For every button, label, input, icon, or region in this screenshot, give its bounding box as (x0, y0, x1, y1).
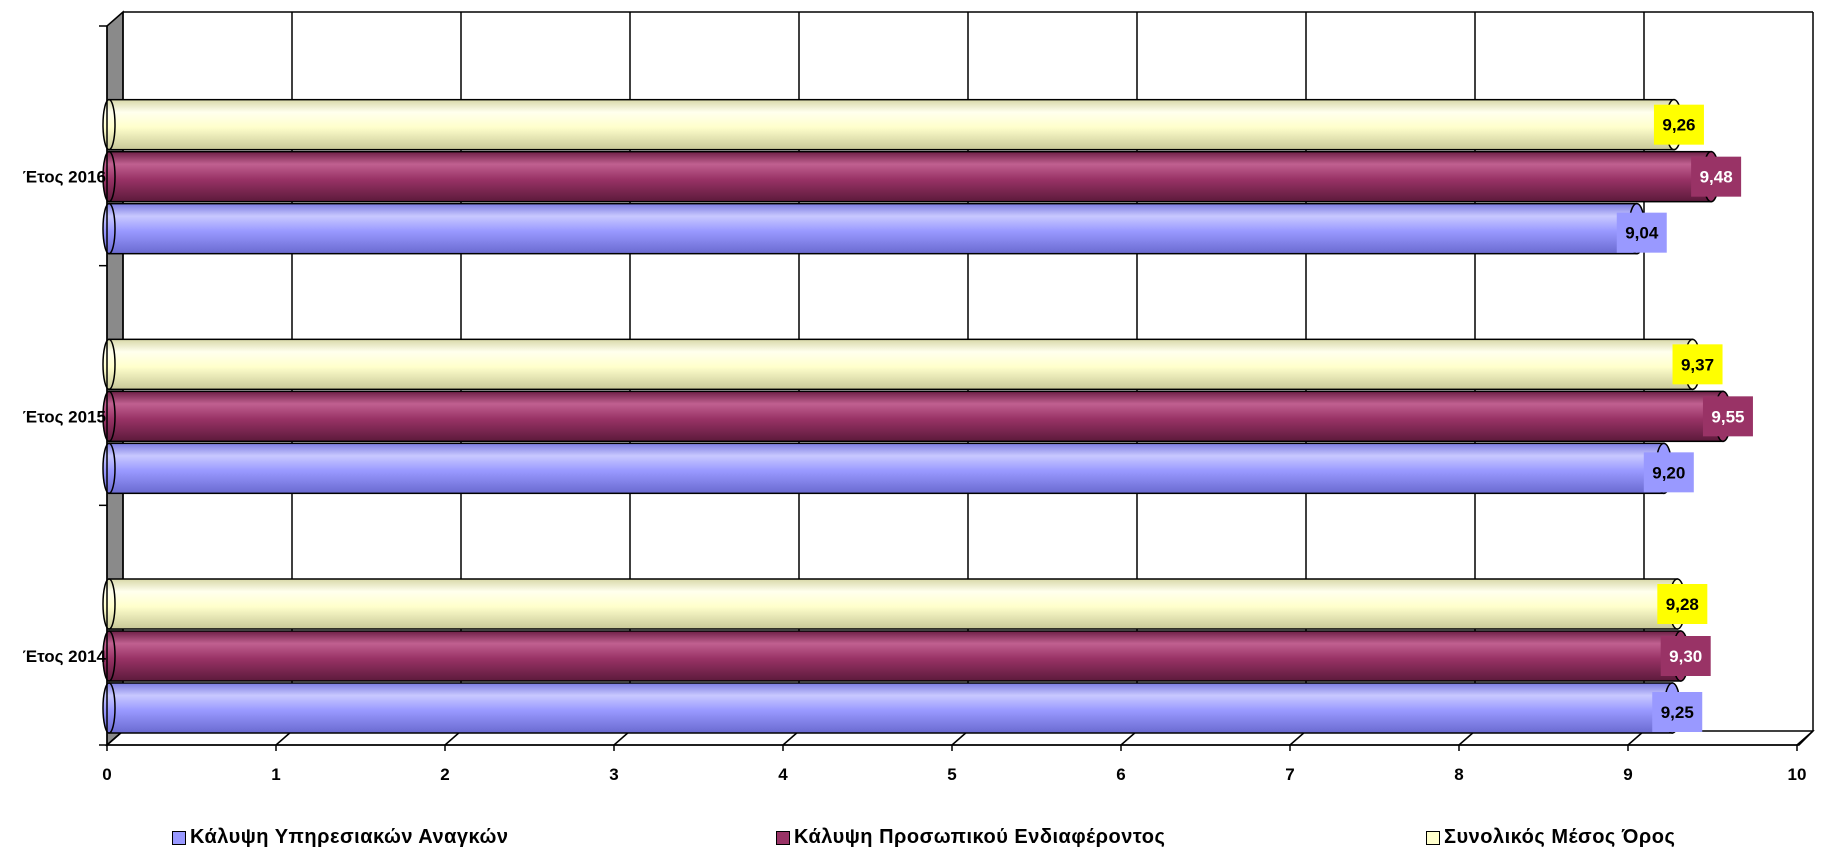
bar-body (108, 338, 1694, 391)
bar-chart: 0 1 2 3 4 5 6 7 8 9 10 Έτος 2014 9,25 9,30 9,28 Έτος 20… (23, 10, 1815, 784)
floor-gridline (1796, 730, 1814, 746)
data-label-bg (1652, 692, 1703, 732)
bar-cap-left (102, 150, 116, 203)
data-label-bg (1702, 396, 1753, 437)
data-label-text: 9,04 (1625, 224, 1659, 243)
data-label: 9,55 (1702, 396, 1753, 437)
data-label-bg (1691, 156, 1742, 197)
x-tick-label: 10 (1788, 765, 1807, 784)
x-tick-label: 5 (947, 765, 956, 784)
legend-item-blue: Κάλυψη Υπηρεσιακών Αναγκών (172, 826, 509, 849)
bar-body (108, 390, 1724, 443)
bar-body (108, 98, 1675, 151)
data-label: 9,20 (1643, 452, 1694, 493)
data-label: 9,04 (1616, 212, 1667, 253)
x-tick-label: 0 (102, 765, 111, 784)
x-tick-label: 1 (271, 765, 280, 784)
bar-body (108, 682, 1673, 734)
bar (102, 338, 1702, 391)
bar (102, 150, 1720, 203)
legend-swatch-maroon (776, 830, 790, 845)
bar-body (108, 150, 1712, 203)
category-label: Έτος 2016 (23, 168, 106, 187)
legend-swatch-cream (1426, 830, 1440, 845)
data-label-bg (1616, 212, 1667, 253)
x-tick-label: 2 (440, 765, 449, 784)
x-tick-label: 3 (609, 765, 618, 784)
data-label: 9,37 (1672, 344, 1723, 385)
x-tick-label: 8 (1454, 765, 1463, 784)
bar-cap-left (102, 390, 116, 443)
data-label: 9,48 (1691, 156, 1742, 197)
bar-cap-left (102, 202, 116, 255)
bar (102, 202, 1646, 255)
bar-cap-left (102, 442, 116, 495)
legend-label-blue: Κάλυψη Υπηρεσιακών Αναγκών (190, 826, 509, 848)
bar-cap-left (102, 630, 116, 682)
data-label-text: 9,30 (1669, 647, 1702, 666)
data-label-bg (1672, 344, 1723, 385)
data-label-text: 9,28 (1666, 595, 1699, 614)
bar-body (108, 578, 1679, 630)
category-label: Έτος 2015 (23, 407, 106, 426)
legend-swatch-blue (172, 830, 186, 845)
legend-item-maroon: Κάλυψη Προσωπικού Ενδιαφέροντος (776, 826, 1165, 849)
x-tick-label: 6 (1116, 765, 1125, 784)
bar-body (108, 630, 1682, 682)
chart-legend: Κάλυψη Υπηρεσιακών Αναγκών Κάλυψη Προσωπ… (0, 826, 1828, 852)
data-label: 9,28 (1657, 584, 1708, 624)
bar (102, 390, 1732, 443)
legend-item-cream: Συνολικός Μέσος Όρος (1426, 826, 1675, 849)
bar (102, 630, 1690, 682)
bar (102, 578, 1687, 630)
data-label: 9,26 (1653, 104, 1704, 145)
category-label: Έτος 2014 (23, 647, 107, 666)
legend-label-cream: Συνολικός Μέσος Όρος (1444, 826, 1676, 848)
bar-cap-left (102, 338, 116, 391)
bar (102, 682, 1681, 734)
legend-label-maroon: Κάλυψη Προσωπικού Ενδιαφέροντος (794, 826, 1166, 848)
bar-body (108, 442, 1665, 495)
data-label-text: 9,37 (1681, 355, 1714, 374)
data-label: 9,25 (1652, 692, 1703, 732)
bar-cap-left (102, 578, 116, 630)
x-tick-label: 7 (1285, 765, 1294, 784)
bar (102, 442, 1673, 495)
data-label-bg (1657, 584, 1708, 624)
data-label-bg (1643, 452, 1694, 493)
bar-body (108, 202, 1638, 255)
data-label-text: 9,48 (1700, 168, 1733, 187)
data-label-bg (1660, 636, 1711, 676)
bar-cap-left (102, 98, 116, 151)
bar (102, 98, 1683, 151)
data-label-text: 9,25 (1661, 703, 1694, 722)
data-label-text: 9,20 (1652, 463, 1685, 482)
data-label: 9,30 (1660, 636, 1711, 676)
data-label-text: 9,55 (1711, 407, 1744, 426)
bar-cap-left (102, 682, 116, 734)
data-label-bg (1653, 104, 1704, 145)
data-label-text: 9,26 (1662, 116, 1695, 135)
x-tick-label: 4 (778, 765, 788, 784)
x-tick-label: 9 (1623, 765, 1632, 784)
